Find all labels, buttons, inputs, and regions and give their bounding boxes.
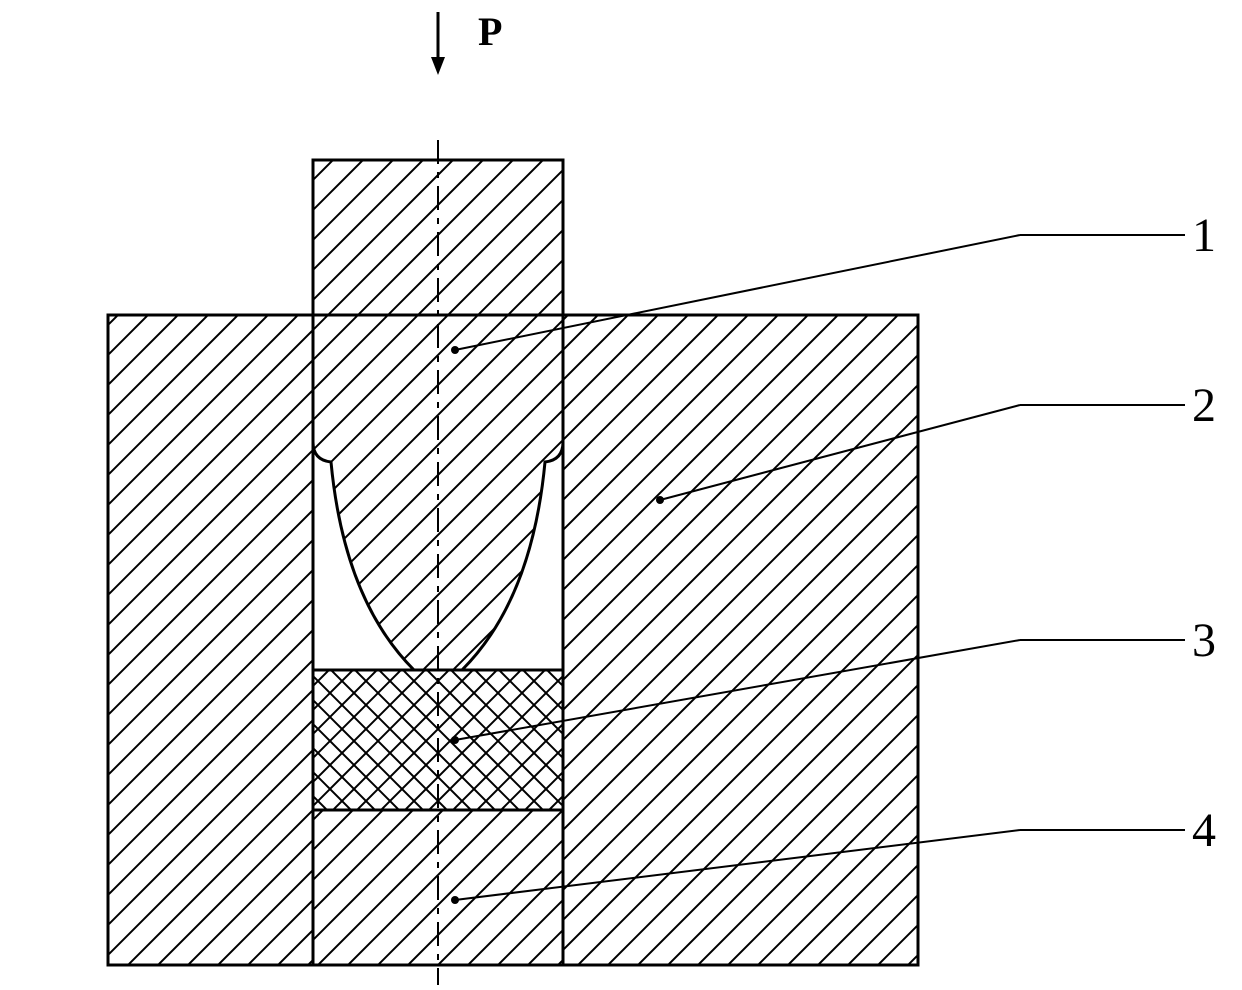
force-label: P [478,9,502,54]
part-label-2: 2 [1192,379,1216,432]
diagram-svg: P 1 2 3 4 [0,0,1242,990]
part-label-4: 4 [1192,804,1216,857]
part-label-3: 3 [1192,614,1216,667]
part-label-1: 1 [1192,209,1216,262]
